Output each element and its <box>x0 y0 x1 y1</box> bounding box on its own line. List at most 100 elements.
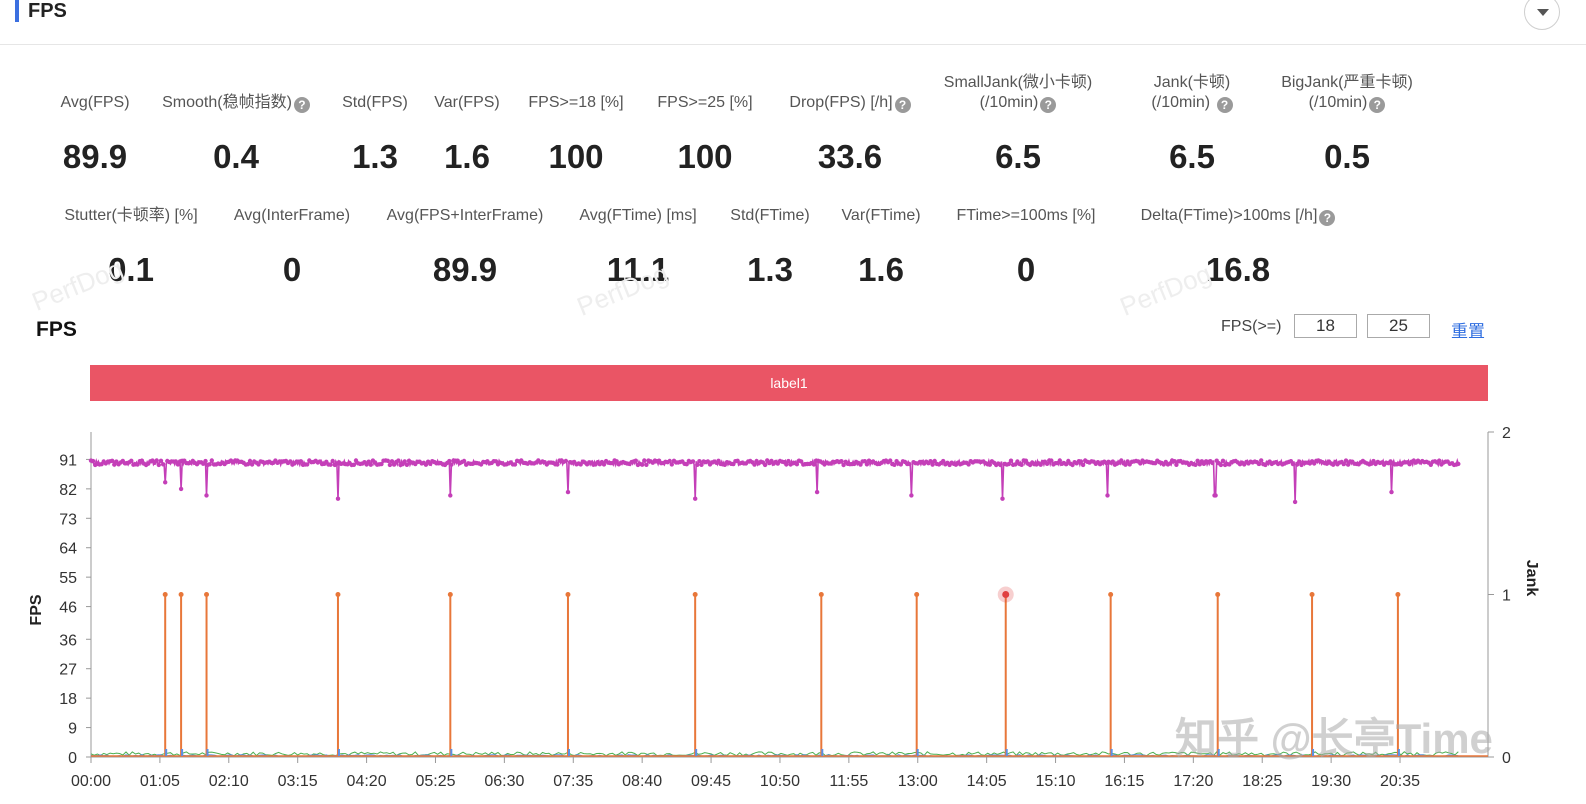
y-right-tick-label: 1 <box>1502 588 1511 605</box>
metric-label: Smooth(稳帧指数)? <box>150 93 322 113</box>
fps-point <box>794 462 800 467</box>
fps-point <box>156 462 161 468</box>
fps-point <box>330 458 335 464</box>
fps-point <box>305 462 310 467</box>
fps-point <box>909 493 914 498</box>
help-icon[interactable]: ? <box>1216 97 1233 113</box>
corner-watermark: 知乎 @长亭Time <box>1175 715 1493 762</box>
y-tick-label: 64 <box>59 541 77 558</box>
metric-label: FPS>=18 [%] <box>528 94 624 111</box>
fps-point <box>1437 458 1442 463</box>
y-tick-label: 9 <box>68 721 77 738</box>
fps-point <box>1063 462 1069 467</box>
fps-point <box>1193 462 1198 467</box>
help-icon[interactable]: ? <box>293 97 310 113</box>
metric-value: 6.5 <box>995 138 1041 175</box>
fps-point <box>154 458 159 463</box>
fps-point <box>160 462 166 467</box>
chart-title: FPS <box>36 318 77 341</box>
x-tick-label: 15:10 <box>1036 773 1076 790</box>
fps-point <box>928 459 933 464</box>
fps-point <box>716 458 721 463</box>
fps-point <box>642 458 647 463</box>
metric-avg-ftime: Avg(FTime) [ms] 11.1 <box>565 206 711 289</box>
fps-point <box>693 496 698 501</box>
fps-point <box>1290 461 1296 467</box>
metric-value: 1.6 <box>444 138 490 175</box>
jank-point <box>914 592 920 597</box>
y-right-axis-title: Jank <box>1523 560 1540 597</box>
metric-value: 89.9 <box>62 138 128 175</box>
y-tick-label: 36 <box>59 632 77 649</box>
jank-point <box>818 592 824 597</box>
metric-ftime-ge-100ms: FTime>=100ms [%] 0 <box>940 206 1112 289</box>
reset-link[interactable]: 重置 <box>1451 322 1485 341</box>
x-tick-label: 13:00 <box>898 773 938 790</box>
x-tick-label: 01:05 <box>140 773 180 790</box>
help-icon[interactable]: ? <box>1040 97 1057 113</box>
fps-point <box>1345 462 1351 467</box>
metric-smooth: Smooth(稳帧指数)? 0.4 <box>150 93 322 176</box>
metric-label: SmallJank(微小卡顿) <box>943 74 1093 91</box>
fps-point <box>110 458 115 463</box>
metric-label: Var(FPS) <box>434 94 500 111</box>
y-tick-label: 46 <box>59 600 77 617</box>
x-tick-label: 10:50 <box>760 773 800 790</box>
metric-value: 100 <box>548 138 604 175</box>
help-icon[interactable]: ? <box>894 97 911 113</box>
metric-label: BigJank(严重卡顿) <box>1281 74 1413 91</box>
fps-filter-label: FPS(>=) <box>1221 318 1282 335</box>
fps-point <box>448 493 453 498</box>
metric-label: Stutter(卡顿率) [%] <box>64 207 198 224</box>
metric-value: 0 <box>1016 251 1036 288</box>
fps-threshold-input-1[interactable] <box>1294 314 1357 338</box>
metric-label-unit: (/10min)? <box>930 93 1106 113</box>
metric-label: Avg(FTime) [ms] <box>579 207 697 224</box>
fps-point <box>762 462 768 468</box>
chevron-down-icon <box>1537 9 1549 16</box>
help-icon[interactable]: ? <box>1369 97 1386 113</box>
x-tick-label: 19:30 <box>1311 773 1351 790</box>
fps-point <box>209 458 214 463</box>
y-tick-label: 73 <box>59 511 77 528</box>
x-tick-label: 16:15 <box>1104 773 1144 790</box>
metric-value: 1.3 <box>747 251 793 288</box>
fps-point <box>1044 461 1050 466</box>
help-icon[interactable]: ? <box>1319 210 1336 226</box>
metric-value: 16.8 <box>1205 251 1271 288</box>
metric-std-fps: Std(FPS) 1.3 <box>330 93 420 176</box>
fps-point <box>697 459 702 464</box>
collapse-button[interactable] <box>1524 0 1560 30</box>
fps-threshold-input-2[interactable] <box>1367 314 1430 338</box>
fps-point <box>351 462 357 467</box>
y-axis-title: FPS <box>28 594 45 625</box>
x-tick-label: 11:55 <box>829 773 868 790</box>
fps-point <box>1210 460 1215 466</box>
y-right-tick-label: 2 <box>1502 425 1511 442</box>
y-tick-label: 0 <box>68 750 77 767</box>
fps-point <box>841 462 846 468</box>
fps-point <box>1078 459 1084 464</box>
fps-point <box>328 462 333 467</box>
fps-point <box>1019 462 1024 467</box>
fps-point <box>335 496 341 501</box>
fps-point <box>966 462 971 467</box>
x-tick-label: 02:10 <box>209 773 249 790</box>
metric-label: Avg(InterFrame) <box>233 207 351 224</box>
metric-label: Delta(FTime)>100ms [/h]? <box>1122 206 1354 226</box>
metric-avg-interframe: Avg(InterFrame) 0 <box>222 206 362 289</box>
fps-point <box>1292 499 1298 505</box>
section-header: FPS <box>0 0 1586 45</box>
x-tick-label: 17:20 <box>1173 773 1213 790</box>
metric-value: 0.5 <box>1324 138 1370 175</box>
fps-point <box>163 480 168 485</box>
label-band[interactable]: label1 <box>90 365 1488 401</box>
fps-point <box>864 462 870 467</box>
metric-label: Var(FTime) <box>841 207 921 224</box>
jank-point <box>1309 592 1315 597</box>
fps-point <box>1218 462 1224 468</box>
fps-point <box>1256 461 1262 467</box>
metric-avg-fps-interframe: Avg(FPS+InterFrame) 89.9 <box>373 206 557 289</box>
fps-point <box>90 458 96 464</box>
